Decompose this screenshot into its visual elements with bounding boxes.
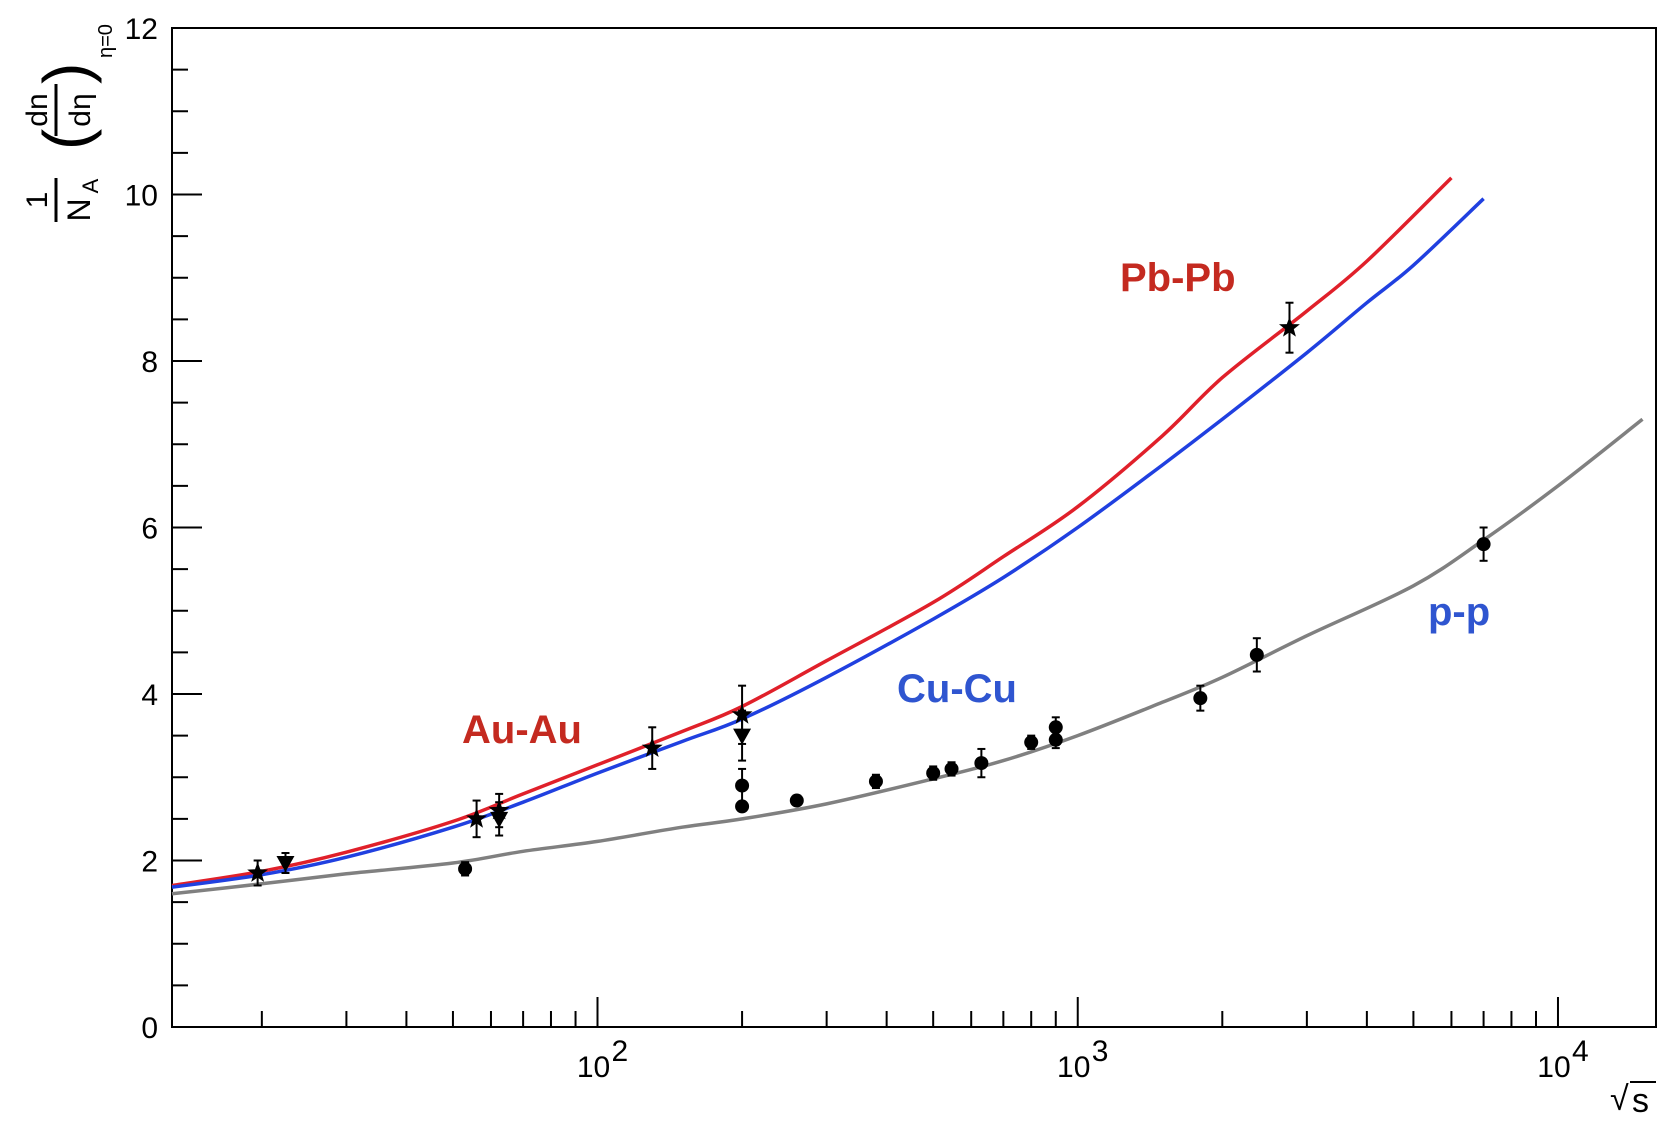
data-point-circle [735,767,750,804]
circle-marker [868,774,883,789]
x-tick-label: 10 3 [1057,1035,1108,1084]
data-point-triangle [276,852,295,874]
svg-text:): ) [30,63,102,84]
x-tick-exponent: 2 [612,1035,629,1068]
data-point-circle [974,747,989,779]
triangle-marker [276,855,295,872]
star-marker [247,862,269,882]
data-point-circle [1476,526,1491,562]
x-tick-base: 10 [577,1051,610,1084]
x-tick-labels: 10 2 10 3 10 4 [577,1035,1589,1084]
svg-text:s: s [1632,1082,1649,1120]
circle-marker [458,861,473,876]
label-au-au: Au-Au [462,708,582,752]
x-tick-label: 10 2 [577,1035,628,1084]
circle-marker [735,778,750,793]
x-tick-exponent: 3 [1092,1035,1109,1068]
circle-marker [944,761,959,776]
circle-marker [1193,691,1208,706]
data-point-circle [1048,730,1063,750]
data-point-star [641,726,663,770]
x-tick-label: 10 4 [1537,1035,1588,1084]
circle-marker [974,756,989,771]
label-p-p: p-p [1428,590,1490,634]
y-tick-label: 8 [141,346,158,379]
svg-text:1: 1 [21,192,54,209]
series-line-pb-pb [171,176,1453,888]
data-point-circle [1193,684,1208,712]
data-point-star [466,799,487,839]
label-pb-pb: Pb-Pb [1120,256,1236,300]
data-point-circle [926,765,941,781]
svg-text:A: A [78,178,103,193]
x-tick-base: 10 [1057,1051,1090,1084]
data-point-circle [735,799,750,814]
x-tick-exponent: 4 [1572,1035,1589,1068]
data-point-star [247,859,269,887]
svg-text:(: ( [30,129,102,150]
star-marker [488,799,510,820]
x-tick-base: 10 [1537,1051,1570,1084]
data-point-circle [1249,637,1264,673]
data-point-circle [789,793,804,808]
svg-text:η=0: η=0 [95,24,117,58]
circle-marker [1048,732,1063,747]
star-marker [1279,316,1300,337]
circle-marker [1024,735,1039,750]
data-point-star [488,792,510,829]
y-tick-label: 12 [125,13,158,46]
data-point-star [1279,301,1300,354]
circle-marker [789,793,804,808]
star-marker [641,737,663,757]
svg-text:dη: dη [64,93,97,126]
y-tick-label: 0 [141,1012,158,1045]
data-points [247,301,1491,887]
circle-marker [1249,647,1264,662]
y-tick-label: 2 [141,846,158,879]
y-tick-label: 6 [141,513,158,546]
svg-text:N: N [61,198,97,221]
circle-marker [926,766,941,781]
svg-text:√: √ [1610,1080,1629,1118]
data-point-circle [868,773,883,790]
data-point-circle [944,761,959,777]
data-point-star [731,684,753,745]
star-marker [466,807,487,828]
y-tick-label: 10 [125,180,158,213]
series-line-p-p [171,417,1644,896]
plot-frame [171,27,1657,1028]
data-point-circle [458,861,473,877]
circle-marker [735,799,750,814]
y-tick-label: 4 [141,679,158,712]
data-point-circle [1024,734,1039,750]
x-axis-title: √ s [1610,1080,1656,1120]
tick-marks [172,27,1559,1028]
circle-marker [1476,537,1491,552]
svg-text:dn: dn [21,93,54,126]
y-tick-labels: 0 2 4 6 8 10 12 [125,13,158,1045]
label-cu-cu: Cu-Cu [897,667,1017,711]
star-marker [731,703,753,724]
y-axis-title: 1 N A ( dn dη ) η=0 [21,24,117,222]
curves [171,176,1644,896]
series-line-cu-cu [171,197,1485,889]
